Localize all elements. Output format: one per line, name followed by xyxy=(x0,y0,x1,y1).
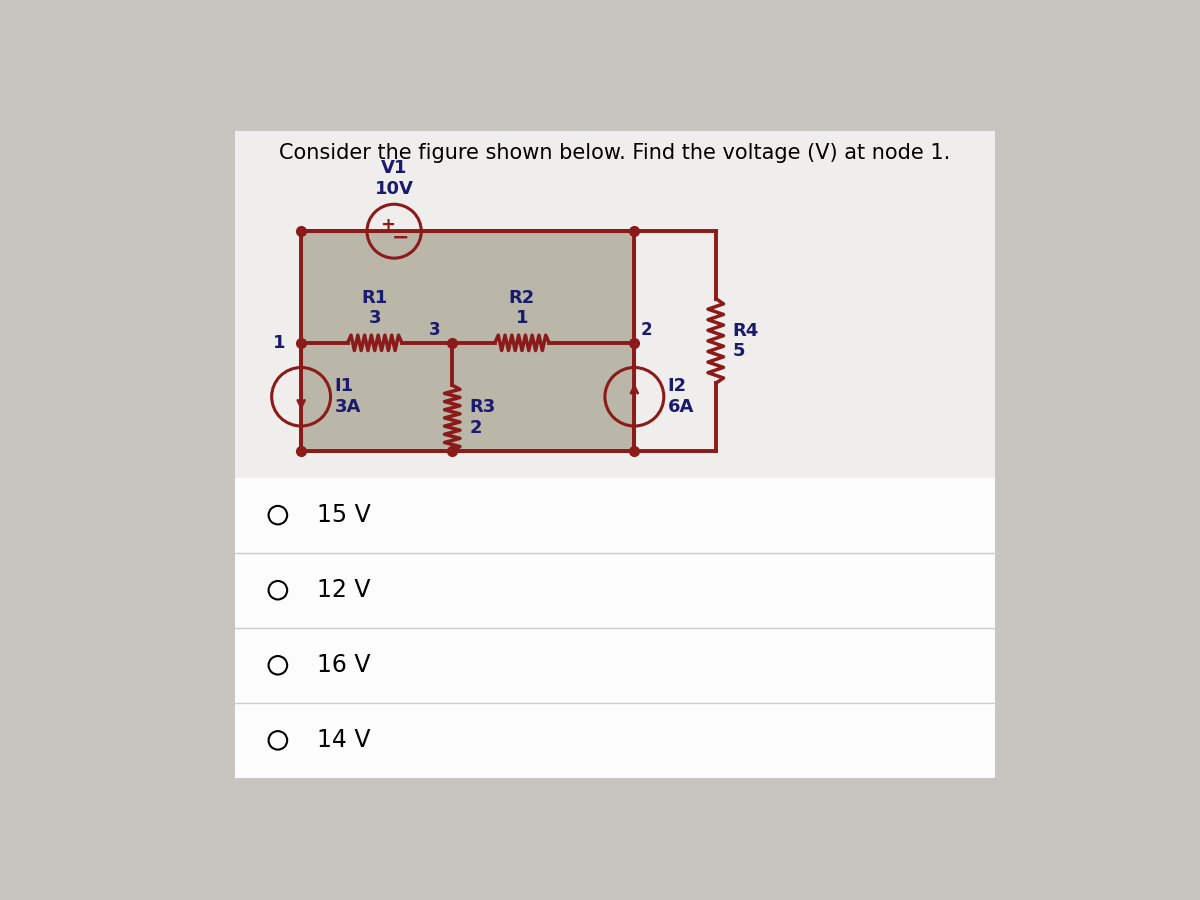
Text: 1: 1 xyxy=(274,334,286,352)
Text: 2: 2 xyxy=(641,321,653,339)
Text: 12 V: 12 V xyxy=(317,578,370,602)
Text: 14 V: 14 V xyxy=(317,728,370,752)
Text: I2
6A: I2 6A xyxy=(667,377,694,416)
Text: 3: 3 xyxy=(430,321,440,339)
Text: 15 V: 15 V xyxy=(317,503,371,527)
FancyBboxPatch shape xyxy=(235,131,995,778)
Text: −: − xyxy=(391,228,409,248)
Text: R4
5: R4 5 xyxy=(733,321,760,360)
Text: R3
2: R3 2 xyxy=(469,398,496,436)
FancyBboxPatch shape xyxy=(301,231,635,451)
Text: I1
3A: I1 3A xyxy=(335,377,361,416)
Text: V1
10V: V1 10V xyxy=(374,159,414,198)
Text: +: + xyxy=(380,216,396,234)
Text: 16 V: 16 V xyxy=(317,653,370,678)
Text: Consider the figure shown below. Find the voltage (V) at node 1.: Consider the figure shown below. Find th… xyxy=(280,142,950,163)
Text: R2
1: R2 1 xyxy=(509,289,535,328)
FancyBboxPatch shape xyxy=(235,478,995,778)
Text: R1
3: R1 3 xyxy=(361,289,388,328)
